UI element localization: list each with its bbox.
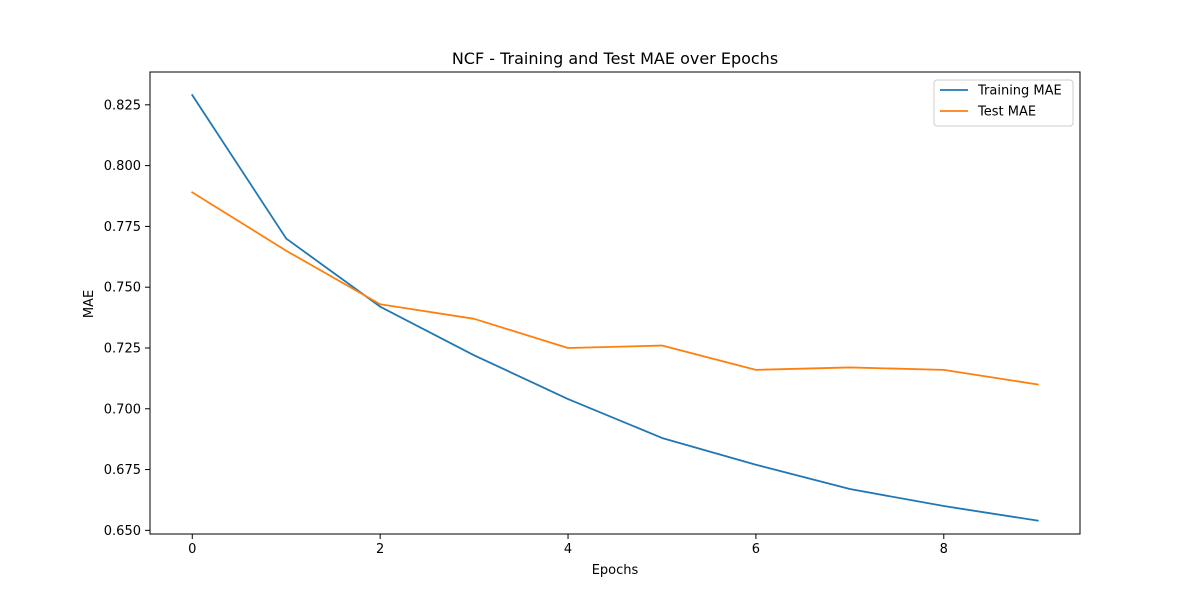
x-tick-label: 6 [752, 542, 760, 557]
series-line-1 [191, 93, 1039, 522]
legend-box [933, 79, 1074, 127]
y-tick-label: 0.725 [104, 341, 141, 356]
y-tick-label: 0.775 [104, 220, 141, 235]
y-tick-label: 0.700 [104, 402, 141, 417]
x-tick-label: 8 [940, 542, 948, 557]
x-axis-label: Epochs [592, 563, 639, 578]
y-tick-label: 0.825 [104, 98, 141, 113]
series-line-2 [191, 191, 1039, 386]
x-tick-label: 0 [188, 542, 196, 557]
chart-title: NCF - Training and Test MAE over Epochs [452, 49, 778, 68]
axes-frame [149, 71, 1081, 535]
legend: Training MAE Test MAE [933, 79, 1074, 127]
y-tick-label: 0.650 [104, 524, 141, 539]
y-tick-label: 0.675 [104, 463, 141, 478]
y-tick-label: 0.750 [104, 281, 141, 296]
legend-label-1: Training MAE [977, 84, 1062, 99]
y-tick-label: 0.800 [104, 159, 141, 174]
legend-label-2: Test MAE [977, 105, 1036, 120]
x-tick-label: 2 [376, 542, 384, 557]
plot-area: 0 2 4 6 8 0.650 0.675 0.700 0.725 0.750 0.775 0.800… [104, 71, 1081, 557]
y-axis-label: MAE [82, 290, 97, 318]
x-tick-label: 4 [564, 542, 572, 557]
